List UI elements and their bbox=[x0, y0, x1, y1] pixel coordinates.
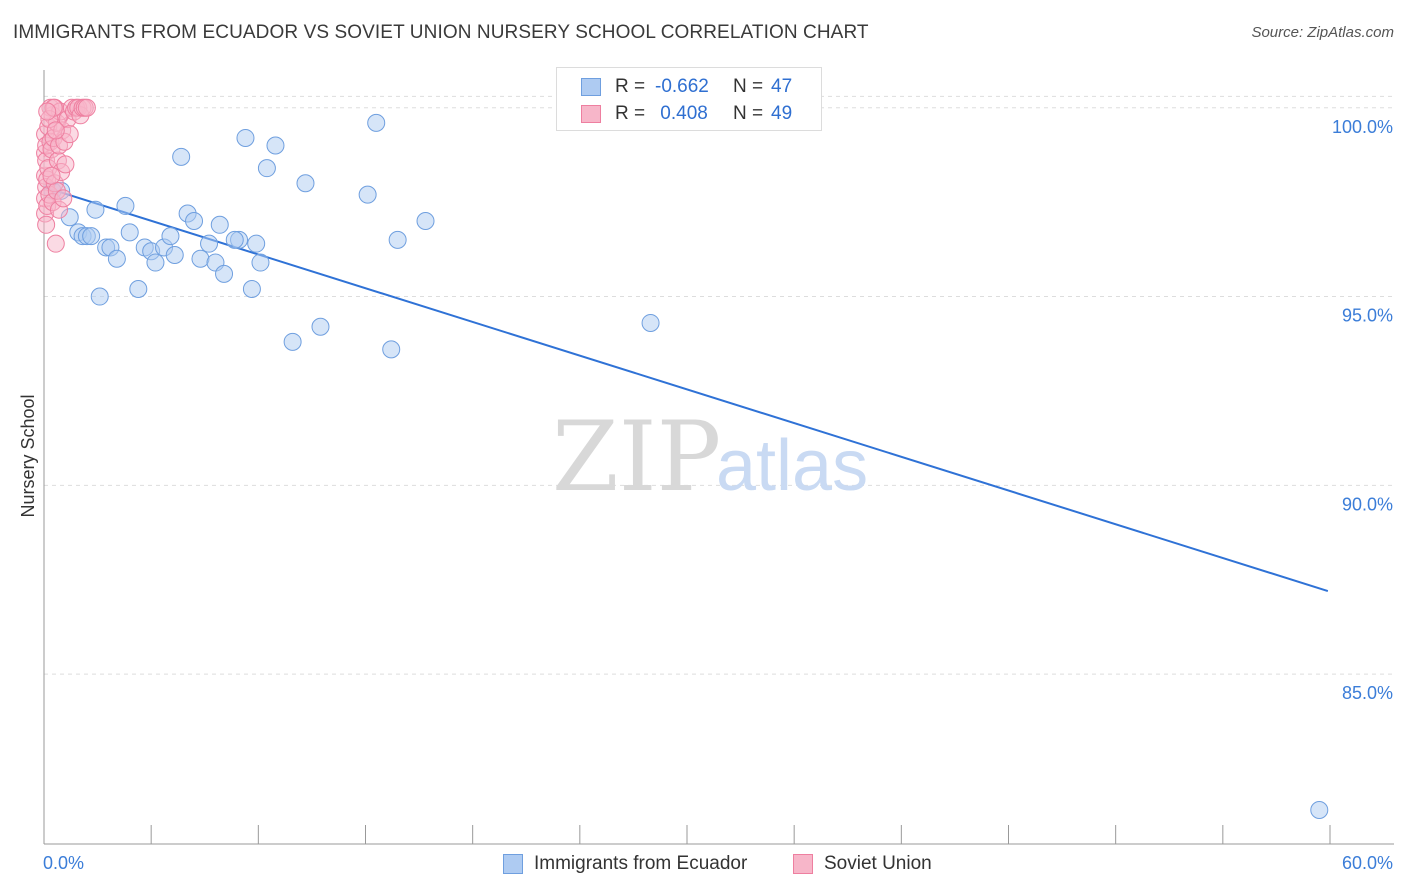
soviet-point bbox=[42, 166, 61, 185]
soviet-point bbox=[46, 121, 65, 140]
y-tick-label: 90.0% bbox=[1342, 494, 1393, 514]
ecuador-point bbox=[382, 340, 401, 359]
chart-title: IMMIGRANTS FROM ECUADOR VS SOVIET UNION … bbox=[13, 22, 869, 43]
ecuador-point bbox=[641, 313, 660, 332]
stats-legend: R = -0.662 N = 47 R = 0.408 N = 49 bbox=[556, 67, 822, 131]
y-tick-label: 100.0% bbox=[1332, 117, 1393, 137]
ecuador-point bbox=[247, 234, 266, 253]
soviet-point bbox=[77, 98, 96, 117]
bottom-legend-label: Soviet Union bbox=[824, 853, 932, 874]
ecuador-point bbox=[200, 234, 219, 253]
ecuador-point bbox=[236, 128, 255, 147]
ecuador-point bbox=[242, 279, 261, 298]
legend-n-label: N = bbox=[733, 76, 764, 97]
legend-r-value: 0.408 bbox=[655, 103, 708, 124]
legend-r-label: R = bbox=[615, 76, 646, 97]
ecuador-point bbox=[251, 253, 270, 272]
ecuador-point bbox=[257, 159, 276, 178]
soviet-point bbox=[38, 102, 57, 121]
watermark-zip: ZIP bbox=[552, 401, 721, 513]
ecuador-point bbox=[146, 253, 165, 272]
ecuador-point bbox=[82, 227, 101, 246]
ecuador-point bbox=[358, 185, 377, 204]
soviet-point bbox=[46, 234, 65, 253]
watermark-atlas: atlas bbox=[716, 426, 868, 506]
ecuador-point bbox=[116, 196, 135, 215]
ecuador-point bbox=[129, 279, 148, 298]
trend-lines bbox=[43, 103, 1329, 592]
x-tick-label: 0.0% bbox=[43, 853, 84, 873]
bottom-legend-swatch-blue bbox=[503, 854, 523, 874]
ecuador-point bbox=[172, 147, 191, 166]
legend-swatch-blue bbox=[581, 78, 601, 96]
ecuador-point bbox=[311, 317, 330, 336]
ecuador-point bbox=[225, 230, 244, 249]
y-tick-label: 95.0% bbox=[1342, 306, 1393, 326]
ecuador-point bbox=[210, 215, 229, 234]
ecuador-point bbox=[388, 230, 407, 249]
grid-lines bbox=[44, 95, 1394, 675]
legend-n-value: 47 bbox=[771, 76, 793, 97]
source-label: Source: ZipAtlas.com bbox=[1251, 24, 1394, 41]
ecuador-point bbox=[283, 332, 302, 351]
y-axis-label: Nursery School bbox=[18, 394, 38, 517]
ecuador-point bbox=[367, 113, 386, 132]
soviet-point bbox=[56, 155, 75, 174]
x-tick-label: 60.0% bbox=[1342, 853, 1393, 873]
tick-labels: 100.0% 95.0% 90.0% 85.0% 0.0% 60.0% bbox=[43, 117, 1393, 873]
watermark: ZIP atlas bbox=[552, 401, 868, 513]
legend-r-value: -0.662 bbox=[655, 76, 709, 97]
ecuador-point bbox=[191, 249, 210, 268]
legend-n-value: 49 bbox=[771, 103, 793, 124]
ecuador-point bbox=[266, 136, 285, 155]
bottom-legend-swatch-pink bbox=[793, 854, 813, 874]
bottom-legend-label: Immigrants from Ecuador bbox=[534, 853, 748, 874]
ecuador-point bbox=[161, 227, 180, 246]
legend-n-label: N = bbox=[733, 103, 764, 124]
ecuador-point bbox=[107, 249, 126, 268]
ecuador-point bbox=[165, 246, 184, 265]
ecuador-point bbox=[120, 223, 139, 242]
soviet-point bbox=[37, 215, 56, 234]
y-tick-label: 85.0% bbox=[1342, 683, 1393, 703]
data-points bbox=[36, 98, 1329, 820]
ecuador-point bbox=[296, 174, 315, 193]
ecuador-point bbox=[185, 212, 204, 231]
ecuador-point bbox=[90, 287, 109, 306]
soviet-point bbox=[54, 189, 73, 208]
ecuador-point bbox=[86, 200, 105, 219]
ecuador-point bbox=[1310, 801, 1329, 820]
ecuador-point bbox=[416, 212, 435, 231]
legend-r-label: R = bbox=[615, 103, 646, 124]
ecuador-point bbox=[215, 264, 234, 283]
legend-swatch-pink bbox=[581, 105, 601, 123]
